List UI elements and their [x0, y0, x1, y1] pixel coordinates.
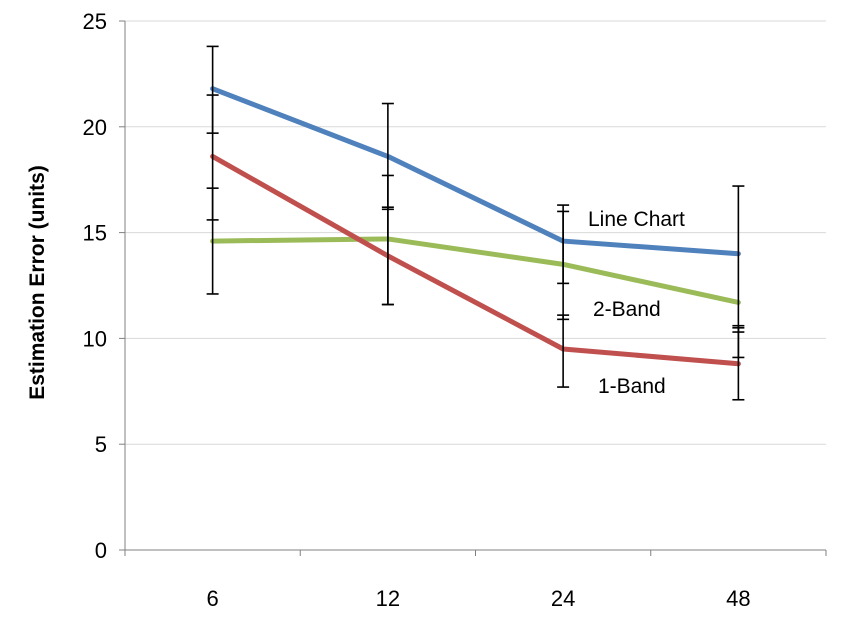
y-tick-labels: 0 5 10 15 20 25: [83, 9, 107, 563]
y-tick-label-15: 15: [83, 221, 107, 246]
series-line-1: [210, 236, 741, 305]
series-label-1: 2-Band: [593, 298, 661, 321]
error-bar-2-2: [557, 314, 570, 388]
axes: [119, 20, 827, 556]
series-lines: [210, 86, 741, 367]
series-line-0: [210, 86, 741, 257]
y-tick-label-0: 0: [95, 538, 107, 563]
gridlines: [125, 20, 826, 445]
y-axis-label: Estimation Error (units): [26, 165, 49, 400]
x-tick-labels: 6 12 24 48: [207, 586, 751, 611]
y-tick-label-10: 10: [83, 326, 107, 351]
series-line-2: [210, 153, 741, 367]
error-bars: [206, 45, 745, 401]
x-tick-label-24: 24: [551, 586, 575, 611]
y-tick-label-5: 5: [95, 432, 107, 457]
error-bar-2-3: [732, 327, 745, 401]
error-bar-2-0: [206, 94, 219, 221]
x-tick-label-12: 12: [376, 586, 400, 611]
series-labels: Line Chart 2-Band 1-Band: [588, 208, 685, 398]
error-bar-2-1: [381, 206, 394, 306]
x-tick-label-6: 6: [207, 586, 219, 611]
series-label-2: 1-Band: [598, 375, 666, 398]
series-label-0: Line Chart: [588, 208, 685, 231]
y-tick-label-25: 25: [83, 9, 107, 34]
y-tick-label-20: 20: [83, 115, 107, 140]
x-tick-label-48: 48: [726, 586, 750, 611]
error-bar-0-3: [732, 185, 745, 333]
